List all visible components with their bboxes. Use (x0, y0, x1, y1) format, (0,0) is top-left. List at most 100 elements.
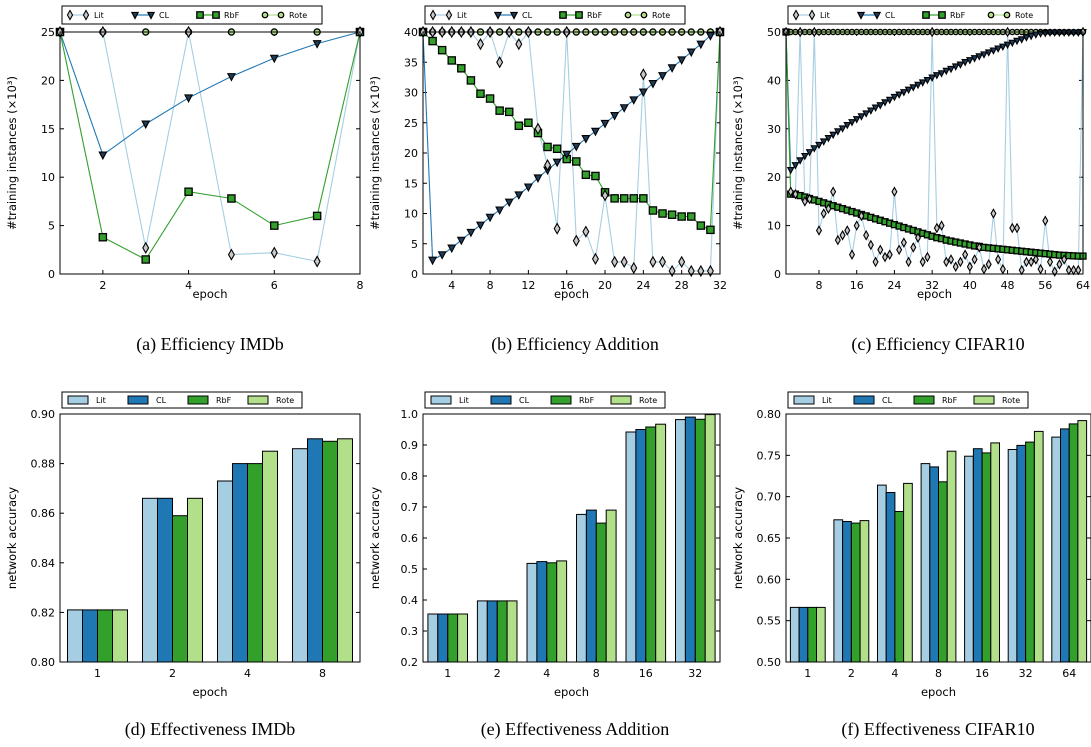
y-tick-label: 25 (404, 117, 418, 130)
point-rbf (619, 194, 629, 203)
y-tick-label: 10 (41, 171, 55, 184)
point-lit (1046, 256, 1054, 268)
point-rbf (524, 118, 533, 128)
bar-rbf (938, 481, 948, 663)
legend-marker-lit (429, 9, 437, 21)
x-axis-label: epoch (917, 287, 952, 301)
point-lit (792, 188, 799, 200)
point-lit (947, 254, 955, 265)
point-cl (838, 125, 847, 133)
x-tick-label: 6 (271, 279, 278, 292)
series-line-rbf (59, 31, 361, 261)
bar-cl (307, 438, 323, 663)
point-cl (989, 47, 998, 55)
legend-box (424, 5, 686, 25)
point-lit (611, 255, 619, 269)
point-lit (900, 237, 907, 248)
point-rbf (572, 157, 581, 166)
y-axis-label: #training instances (×10³) (368, 76, 382, 230)
bar-rbf (496, 600, 508, 663)
legend: Lit CL RbF Rote (61, 5, 323, 25)
legend-marker-cl (856, 11, 866, 20)
x-tick-label: 28 (675, 279, 689, 292)
point-lit (971, 254, 978, 265)
x-tick-label: 8 (816, 279, 823, 292)
legend-swatch-rote (973, 395, 995, 405)
x-axis-label: epoch (192, 685, 227, 699)
panel-caption: (a) Efficiency IMDb (136, 334, 284, 355)
bar-rbf (595, 522, 607, 663)
point-lit (706, 264, 714, 278)
point-cl (600, 119, 610, 129)
bar-lit (67, 609, 83, 663)
bar-rbf (694, 418, 706, 663)
point-lit (687, 264, 695, 278)
bar-rbf (172, 515, 188, 663)
bar-rote (556, 560, 568, 663)
point-lit (553, 222, 561, 235)
point-cl (1022, 34, 1031, 42)
bar-rote (506, 600, 518, 663)
legend-box (61, 5, 323, 25)
point-lit (985, 259, 992, 270)
point-lit (834, 234, 841, 246)
point-cl (98, 151, 108, 161)
line-chart-3: 0 10 20 30 40 50 8 16 24 32 40 48 56 64 Lit CL RbF Rote #t… (731, 5, 1090, 301)
point-lit (872, 256, 879, 268)
legend-label-cl: CL (882, 396, 893, 405)
point-lit (649, 255, 657, 269)
bar-cl (232, 463, 248, 663)
point-lit (938, 220, 945, 231)
point-cl (881, 99, 889, 107)
y-tick-label: 0 (411, 268, 418, 281)
legend-swatch-rote (247, 395, 269, 405)
point-lit (891, 186, 898, 198)
point-lit (820, 208, 827, 219)
legend-label-cl: CL (519, 396, 530, 405)
y-tick-label: 0.80 (31, 656, 56, 669)
point-cl (975, 53, 984, 61)
point-cl (629, 96, 639, 105)
point-lit (815, 225, 823, 236)
point-cl (456, 236, 466, 246)
legend-box (787, 391, 1029, 409)
point-lit (919, 256, 926, 268)
legend-label-rote: Rote (1015, 11, 1033, 20)
bar-cl (842, 521, 852, 663)
point-rbf (495, 106, 504, 115)
bar-rote (990, 442, 1000, 663)
point-rbf (610, 194, 619, 203)
point-cl (947, 65, 955, 74)
bar-cl (1016, 444, 1027, 663)
legend: Lit CL RbF Rote (787, 391, 1029, 409)
y-tick-label: 0.4 (401, 594, 419, 607)
y-tick-label: 30 (767, 123, 781, 136)
point-cl (961, 59, 970, 67)
point-cl (937, 70, 946, 78)
legend-marker-lit (792, 9, 800, 21)
point-cl (619, 104, 629, 113)
point-lit (639, 68, 647, 81)
legend-label-lit: Lit (822, 396, 832, 405)
point-lit (877, 244, 884, 256)
legend-marker-cl (493, 11, 503, 20)
point-lit (933, 222, 940, 234)
legend-swatch-cl (127, 395, 149, 405)
point-cl (980, 51, 988, 59)
legend-label-lit: Lit (96, 396, 106, 405)
x-tick-label: 2 (169, 667, 176, 680)
point-cl (932, 72, 941, 80)
x-tick-label: 2 (848, 667, 855, 680)
point-cl (1008, 39, 1017, 48)
x-tick-label: 48 (1001, 279, 1015, 292)
point-rbf (514, 121, 524, 131)
bar-rbf (850, 522, 861, 663)
point-cl (819, 138, 828, 146)
point-cl (1003, 41, 1012, 50)
point-lit (678, 255, 686, 269)
x-tick-label: 12 (521, 279, 535, 292)
point-lit (999, 263, 1006, 275)
legend-label-rote: Rote (1002, 396, 1020, 405)
point-lit (534, 122, 542, 135)
point-lit (863, 229, 870, 241)
